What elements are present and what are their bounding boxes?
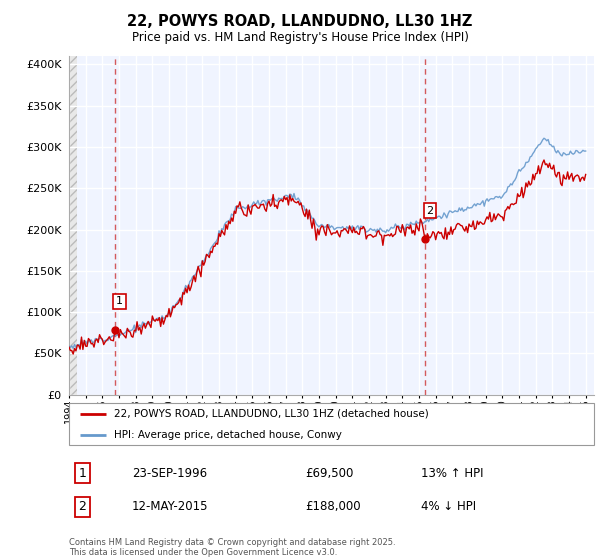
- Text: Price paid vs. HM Land Registry's House Price Index (HPI): Price paid vs. HM Land Registry's House …: [131, 31, 469, 44]
- FancyBboxPatch shape: [69, 403, 594, 445]
- Text: 22, POWYS ROAD, LLANDUDNO, LL30 1HZ (detached house): 22, POWYS ROAD, LLANDUDNO, LL30 1HZ (det…: [113, 409, 428, 419]
- Text: £69,500: £69,500: [305, 466, 353, 480]
- Text: 2: 2: [427, 206, 434, 216]
- Text: 22, POWYS ROAD, LLANDUDNO, LL30 1HZ: 22, POWYS ROAD, LLANDUDNO, LL30 1HZ: [127, 14, 473, 29]
- Text: 1: 1: [116, 296, 123, 306]
- Text: 23-SEP-1996: 23-SEP-1996: [132, 466, 207, 480]
- Text: 2: 2: [78, 500, 86, 514]
- Text: HPI: Average price, detached house, Conwy: HPI: Average price, detached house, Conw…: [113, 430, 341, 440]
- Text: 1: 1: [78, 466, 86, 480]
- Text: 12-MAY-2015: 12-MAY-2015: [132, 500, 209, 514]
- Text: 4% ↓ HPI: 4% ↓ HPI: [421, 500, 476, 514]
- Text: £188,000: £188,000: [305, 500, 361, 514]
- Text: 13% ↑ HPI: 13% ↑ HPI: [421, 466, 483, 480]
- Bar: [69, 56, 77, 395]
- Text: Contains HM Land Registry data © Crown copyright and database right 2025.
This d: Contains HM Land Registry data © Crown c…: [69, 538, 395, 557]
